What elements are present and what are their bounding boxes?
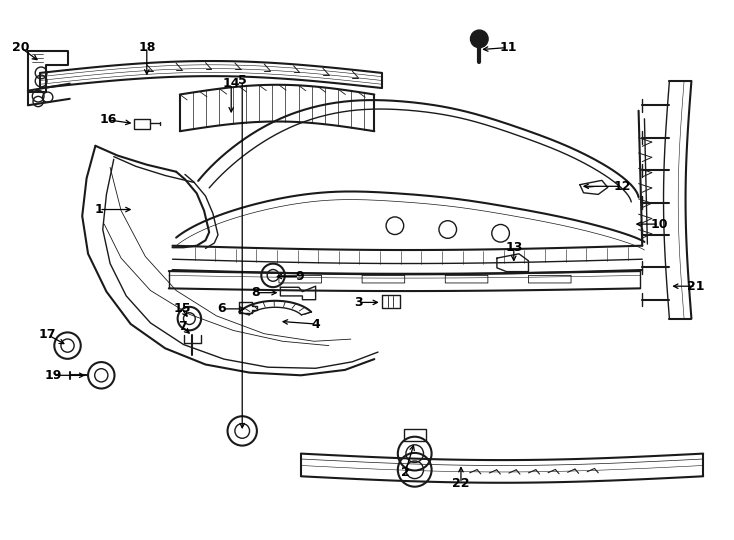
Text: 2: 2 — [401, 466, 410, 479]
Bar — [404, 429, 426, 441]
Text: 19: 19 — [44, 369, 62, 382]
Text: 13: 13 — [505, 241, 523, 254]
Text: 7: 7 — [178, 320, 186, 333]
Circle shape — [470, 30, 488, 48]
Text: 20: 20 — [12, 41, 29, 54]
Text: 15: 15 — [173, 302, 191, 315]
Text: 21: 21 — [687, 280, 705, 293]
Text: 3: 3 — [354, 296, 363, 309]
Text: 11: 11 — [499, 41, 517, 54]
Text: 22: 22 — [452, 477, 470, 490]
Text: 9: 9 — [295, 270, 304, 283]
Text: 8: 8 — [251, 286, 260, 299]
Text: 6: 6 — [217, 302, 226, 315]
Text: 14: 14 — [222, 77, 240, 90]
Text: 1: 1 — [95, 203, 103, 216]
Text: 16: 16 — [100, 113, 117, 126]
Bar — [134, 119, 150, 129]
Text: 4: 4 — [311, 318, 320, 330]
Text: 5: 5 — [238, 75, 247, 87]
Text: 18: 18 — [138, 41, 156, 54]
Text: 10: 10 — [650, 218, 668, 231]
Text: 12: 12 — [614, 180, 631, 193]
Text: 17: 17 — [39, 328, 57, 341]
